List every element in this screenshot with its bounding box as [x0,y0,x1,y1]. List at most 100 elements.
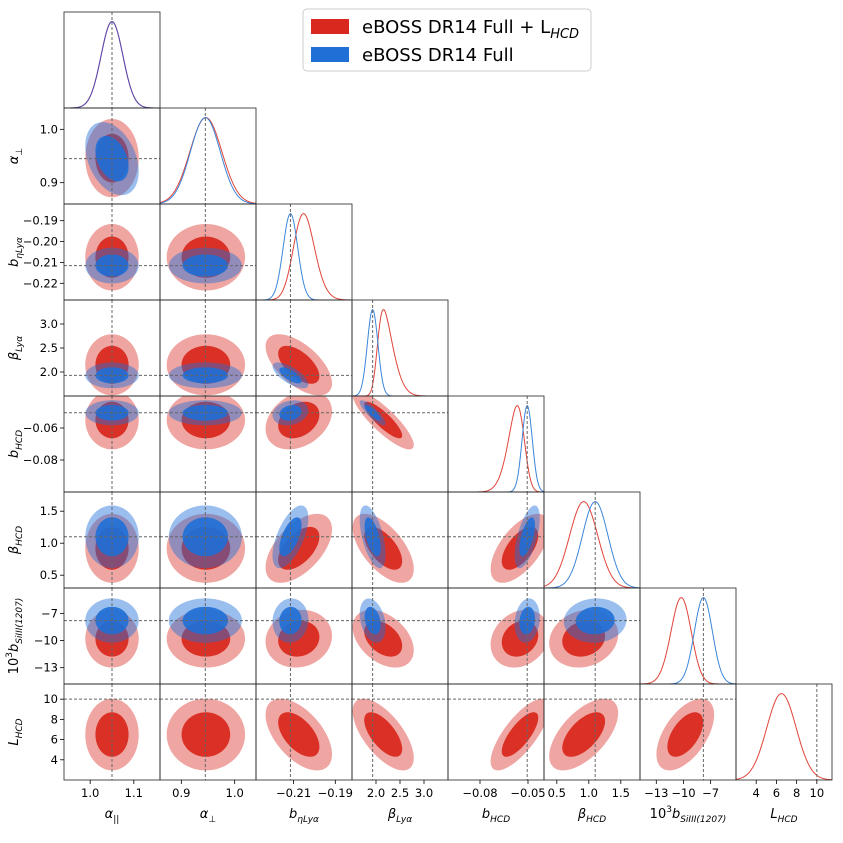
panel-aperp-b_si [160,588,256,684]
x-tick-label: 1.0 [81,786,99,800]
panel-beta_eta-b_hcd [256,396,352,492]
panel-l_hcd-l_hcd [736,684,832,780]
panel-beta_lya-b_si [352,588,448,684]
y-axis-label-beta_hcd: βHCD [7,526,25,555]
contour-full-1sigma [519,517,535,557]
panel-aperp-b_hcd [160,396,256,492]
panel-apar-l_hcd [64,684,160,780]
contour-lhcd-1sigma [562,712,606,757]
contour-lhcd-1sigma [364,712,403,757]
x-tick-label: 1.5 [612,786,630,800]
y-tick-label: 10 [43,692,58,706]
legend-label: eBOSS DR14 Full + LHCD [362,17,579,42]
y-tick-label: 1.0 [40,536,58,550]
x-tick-label: −0.08 [462,786,497,800]
panel-apar-beta_eta [64,204,160,300]
y-tick-label: 8 [51,712,58,726]
panel-frame [543,491,641,589]
x-tick-label: 4 [753,786,760,800]
panel-beta_eta-beta_lya [256,300,352,396]
marginal-lhcd-b_hcd [448,405,544,492]
marginal-full-beta_hcd [544,501,640,588]
panel-beta_lya-l_hcd [352,684,448,780]
x-tick-label: −13 [644,786,668,800]
marginal-lhcd-beta_hcd [544,501,640,588]
legend: eBOSS DR14 Full + LHCD eBOSS DR14 Full [302,8,592,72]
x-tick-label: 10 [810,786,825,800]
contour-lhcd-1sigma [501,712,539,757]
x-tick-label: 3.0 [415,786,433,800]
panel-beta_eta-beta_hcd [256,492,352,588]
contour-lhcd-1sigma [278,712,320,757]
panel-beta_hcd-b_si [544,588,640,684]
x-tick-label: −0.21 [276,786,311,800]
panel-beta_lya-b_hcd [352,396,448,492]
panel-beta_lya-beta_hcd [352,492,448,588]
marginal-full-aperp [160,117,256,204]
y-tick-label: 4 [51,753,58,767]
marginal-lhcd-beta_eta [256,213,352,300]
y-tick-label: −0.22 [23,276,58,290]
panel-b_hcd-l_hcd [448,684,544,780]
panel-apar-aperp [64,108,160,204]
legend-box [302,8,592,72]
legend-label: eBOSS DR14 Full [362,45,514,66]
marginal-lhcd-b_si [640,597,736,684]
marginal-full-beta_eta [256,213,352,300]
x-tick-label: −10 [671,786,695,800]
y-tick-label: −7 [41,606,58,620]
x-tick-label: 2.5 [391,786,409,800]
marginal-lhcd-l_hcd [736,693,832,780]
x-tick-label: 8 [793,786,800,800]
panel-frame [639,587,737,685]
x-tick-label: 1.1 [125,786,143,800]
x-axis-label-aperp: α⊥ [200,807,217,825]
x-axis-label-b_si: 103bSiIII(1207) [650,805,727,825]
y-axis-label-beta_lya: βLyα [7,336,25,361]
panel-aperp-beta_eta [160,204,256,300]
x-tick-label: 6 [773,786,780,800]
x-tick-label: 0.5 [548,786,566,800]
x-axis-label-beta_lya: βLyα [387,807,412,825]
marginal-full-b_hcd [448,404,544,492]
legend-swatch [311,19,349,34]
panel-aperp-l_hcd [160,684,256,780]
y-tick-label: 2.5 [40,341,58,355]
marginal-overlap-apar [64,21,160,108]
y-tick-label: 0.5 [40,568,58,582]
panel-beta_eta-beta_eta [256,204,352,300]
y-tick-label: −13 [34,661,58,675]
panel-frame [735,683,833,781]
marginal-lhcd-aperp [160,117,256,204]
panel-b_hcd-b_si [448,588,544,684]
panel-apar-b_si [64,588,160,684]
y-tick-label: 1.5 [40,504,58,518]
contour-lhcd-1sigma [667,712,704,757]
panel-frame [351,299,449,397]
contour-lhcd-1sigma [278,345,320,384]
y-tick-label: 1.0 [40,122,58,136]
y-tick-label: −0.19 [23,214,58,228]
y-tick-label: −0.21 [23,255,58,269]
panel-beta_hcd-l_hcd [544,684,640,780]
y-axis-label-beta_eta: bηLyα [7,237,25,267]
panel-b_hcd-beta_hcd [448,492,544,588]
x-axis-label-b_hcd: bHCD [482,807,510,825]
y-tick-label: 2.0 [40,365,58,379]
y-axis-label-l_hcd: LHCD [7,718,25,745]
panel-beta_hcd-beta_hcd [544,492,640,588]
y-axis-label-aperp: α⊥ [7,148,25,165]
contour-full-1sigma [279,517,302,557]
x-tick-label: 1.0 [226,786,244,800]
panel-aperp-beta_lya [160,300,256,396]
panel-apar-b_hcd [64,396,160,492]
panel-aperp-aperp [160,108,256,204]
panel-apar-beta_lya [64,300,160,396]
y-tick-label: −0.06 [23,421,58,435]
x-tick-label: −0.19 [318,786,353,800]
panel-b_si-l_hcd [640,684,736,780]
panel-beta_eta-b_si [256,588,352,684]
panel-frame [159,107,257,205]
x-tick-label: 1.0 [580,786,598,800]
